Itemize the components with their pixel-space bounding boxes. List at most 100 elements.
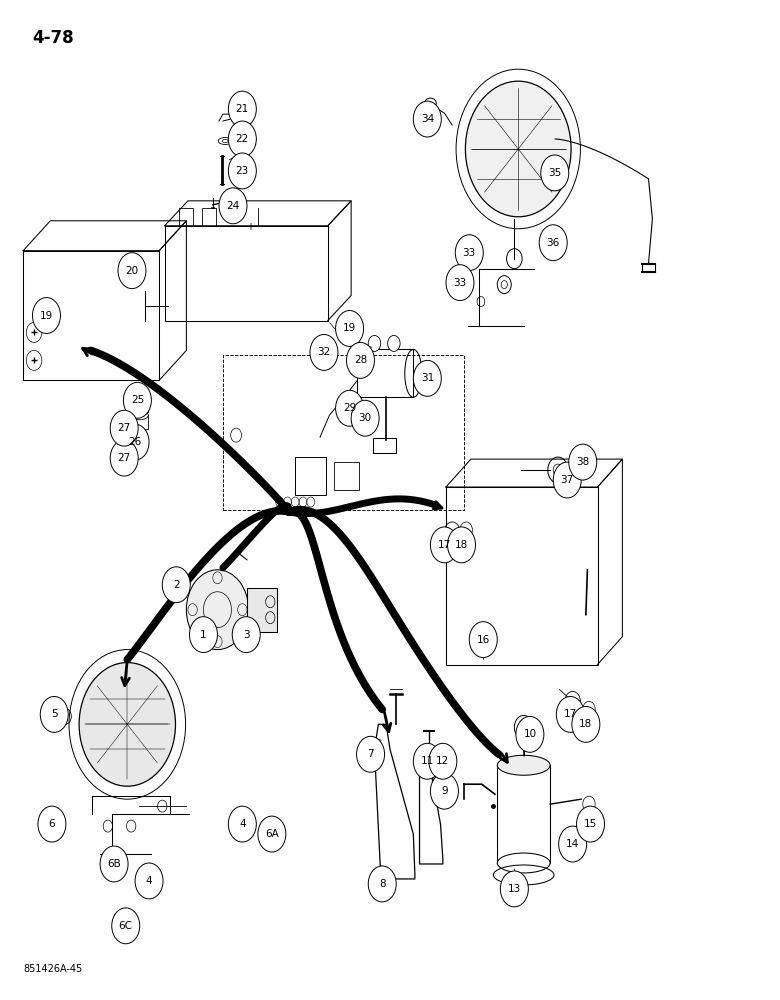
Circle shape: [516, 716, 544, 752]
Circle shape: [431, 773, 459, 809]
Circle shape: [41, 696, 68, 732]
Circle shape: [413, 101, 441, 137]
Circle shape: [500, 871, 528, 907]
Text: 10: 10: [523, 729, 537, 739]
Bar: [179, 208, 193, 226]
Circle shape: [388, 335, 400, 351]
Text: 18: 18: [580, 719, 593, 729]
Circle shape: [135, 863, 163, 899]
Text: 11: 11: [420, 756, 434, 766]
Text: 4-78: 4-78: [33, 29, 74, 47]
Circle shape: [456, 235, 484, 271]
Text: 34: 34: [420, 114, 434, 124]
Circle shape: [258, 816, 285, 852]
Circle shape: [310, 334, 338, 370]
Text: 2: 2: [173, 580, 179, 590]
Text: 32: 32: [317, 347, 331, 357]
Text: 16: 16: [477, 635, 490, 645]
Bar: [165, 226, 328, 320]
Text: 18: 18: [455, 540, 468, 550]
Text: 38: 38: [576, 457, 590, 467]
Text: 25: 25: [131, 395, 144, 405]
Circle shape: [123, 382, 151, 418]
Text: +: +: [246, 222, 254, 232]
Text: 6B: 6B: [107, 859, 121, 869]
Circle shape: [346, 342, 374, 378]
Text: 4: 4: [239, 819, 246, 829]
Text: 6C: 6C: [119, 921, 133, 931]
Text: 31: 31: [420, 373, 434, 383]
Circle shape: [335, 390, 363, 426]
Text: 21: 21: [236, 104, 249, 114]
Circle shape: [368, 866, 396, 902]
Circle shape: [232, 617, 261, 653]
Circle shape: [33, 298, 61, 333]
Text: 6: 6: [48, 819, 55, 829]
Bar: [498, 765, 550, 863]
Text: 17: 17: [564, 709, 577, 719]
Ellipse shape: [498, 755, 550, 775]
Text: 28: 28: [354, 355, 367, 365]
Circle shape: [558, 826, 587, 862]
Text: 3: 3: [243, 630, 250, 640]
Circle shape: [351, 400, 379, 436]
Circle shape: [112, 908, 140, 944]
Circle shape: [121, 424, 149, 460]
Text: 6A: 6A: [265, 829, 278, 839]
Text: 4: 4: [146, 876, 152, 886]
Text: 17: 17: [438, 540, 451, 550]
Text: 36: 36: [547, 238, 560, 248]
Text: 1: 1: [200, 630, 207, 640]
Circle shape: [229, 91, 257, 127]
Circle shape: [413, 743, 441, 779]
Circle shape: [110, 440, 138, 476]
Bar: [202, 208, 216, 226]
Bar: [223, 355, 464, 510]
Text: 8: 8: [379, 879, 385, 889]
Text: 26: 26: [129, 437, 142, 447]
Text: 27: 27: [118, 453, 131, 463]
Circle shape: [229, 121, 257, 157]
Circle shape: [335, 311, 363, 346]
Circle shape: [431, 527, 459, 563]
Bar: [334, 462, 359, 490]
Text: 19: 19: [40, 311, 53, 321]
Bar: [446, 487, 597, 665]
Circle shape: [576, 806, 604, 842]
Text: 35: 35: [548, 168, 562, 178]
Bar: [247, 588, 277, 632]
Text: 27: 27: [118, 423, 131, 433]
Circle shape: [446, 265, 474, 301]
Bar: [295, 457, 326, 495]
Text: 851426A-45: 851426A-45: [23, 964, 83, 974]
Text: 9: 9: [441, 786, 448, 796]
Bar: [23, 251, 159, 380]
Text: 24: 24: [226, 201, 239, 211]
Circle shape: [572, 706, 600, 742]
Circle shape: [219, 188, 247, 224]
Circle shape: [190, 617, 218, 653]
Circle shape: [38, 806, 66, 842]
Circle shape: [368, 335, 381, 351]
Circle shape: [118, 253, 146, 289]
Text: 23: 23: [236, 166, 249, 176]
Circle shape: [470, 622, 498, 658]
Bar: [373, 438, 396, 453]
Text: 29: 29: [343, 403, 356, 413]
Text: 33: 33: [453, 278, 466, 288]
Circle shape: [186, 570, 249, 650]
Circle shape: [466, 81, 571, 217]
Text: 5: 5: [51, 709, 58, 719]
Circle shape: [556, 696, 584, 732]
Text: 12: 12: [436, 756, 449, 766]
Circle shape: [110, 410, 138, 446]
Circle shape: [429, 743, 457, 779]
Text: 22: 22: [236, 134, 249, 144]
Circle shape: [356, 736, 385, 772]
Circle shape: [553, 462, 581, 498]
Circle shape: [162, 567, 190, 603]
Circle shape: [100, 846, 128, 882]
Circle shape: [569, 444, 597, 480]
Circle shape: [229, 153, 257, 189]
Text: 20: 20: [126, 266, 139, 276]
